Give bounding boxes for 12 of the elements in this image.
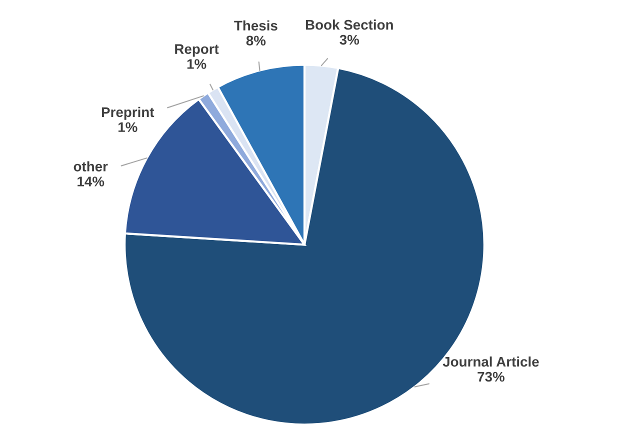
slice-label: Book Section: [306, 20, 393, 30]
slice-label: Thesis: [234, 20, 278, 31]
data-label: 73%: [478, 372, 504, 382]
data-label: 14%: [78, 176, 104, 186]
data-label: 3%: [340, 34, 360, 45]
slice-label: Preprint: [102, 106, 154, 120]
slice-label: other: [74, 161, 108, 172]
data-label: 1%: [118, 122, 138, 132]
slice-label: Report: [175, 44, 219, 57]
slice-label: Journal Article: [442, 356, 539, 367]
data-label: 8%: [246, 36, 266, 46]
data-label: 1%: [187, 59, 206, 69]
